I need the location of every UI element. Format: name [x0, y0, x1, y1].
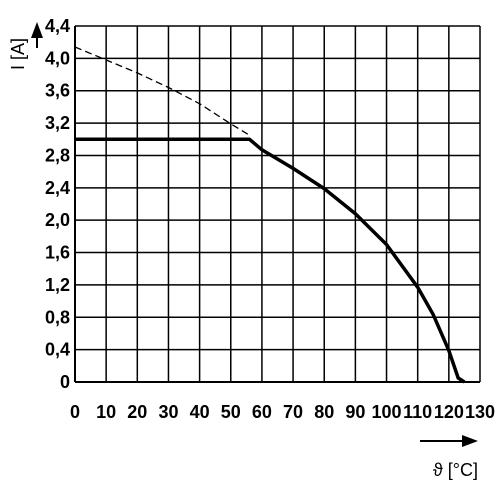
y-tick-label: 2,8: [45, 145, 70, 165]
x-tick-label: 30: [158, 402, 178, 422]
x-tick-label: 0: [70, 402, 80, 422]
x-tick-label: 130: [465, 402, 495, 422]
x-tick-label: 110: [403, 402, 432, 422]
y-axis-ticks: 0 0,4 0,8 1,2 1,6 2,0 2,4 2,8 3,2 3,6 4,0 4,4: [45, 16, 70, 392]
y-tick-label: 3,6: [45, 81, 70, 101]
x-tick-label: 80: [314, 402, 334, 422]
y-tick-label: 4,4: [45, 16, 70, 36]
series-layer: [74, 46, 466, 384]
y-tick-label: 1,2: [45, 275, 70, 295]
y-tick-label: 1,6: [45, 243, 70, 263]
x-tick-label: 60: [252, 402, 272, 422]
series-line-dashed: [74, 46, 250, 136]
x-tick-label: 50: [221, 402, 241, 422]
grid: [74, 25, 481, 383]
x-tick-label: 10: [96, 402, 116, 422]
x-axis-label: ϑ [°C]: [433, 460, 478, 480]
y-tick-label: 4,0: [45, 48, 70, 68]
x-tick-label: 100: [372, 402, 402, 422]
x-tick-label: 40: [190, 402, 210, 422]
x-tick-label: 70: [283, 402, 303, 422]
x-tick-label: 120: [434, 402, 464, 422]
x-tick-label: 20: [127, 402, 147, 422]
x-tick-label: 90: [345, 402, 365, 422]
y-tick-label: 2,0: [45, 210, 70, 230]
x-axis-ticks: 0 10 20 30 40 50 60 70 80 90 100 110 120 130: [70, 402, 495, 422]
y-tick-label: 3,2: [45, 113, 70, 133]
y-tick-label: 2,4: [45, 178, 70, 198]
y-tick-label: 0,8: [45, 307, 70, 327]
y-tick-label: 0: [60, 372, 70, 392]
y-axis-label: I [A]: [8, 38, 28, 70]
y-tick-label: 0,4: [45, 340, 70, 360]
x-axis-arrow: [420, 435, 478, 447]
y-axis-arrow: [31, 22, 43, 48]
series-line-solid: [75, 137, 466, 384]
